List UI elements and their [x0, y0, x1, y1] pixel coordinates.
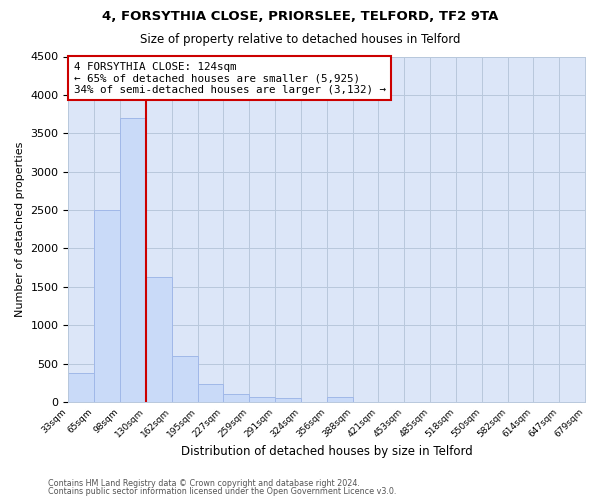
Bar [94, 210, 120, 402]
Bar [275, 398, 301, 402]
Text: Size of property relative to detached houses in Telford: Size of property relative to detached ho… [140, 32, 460, 46]
Bar [249, 397, 275, 402]
Text: Contains public sector information licensed under the Open Government Licence v3: Contains public sector information licen… [48, 487, 397, 496]
Bar [120, 118, 146, 402]
Bar [223, 394, 249, 402]
Text: 4 FORSYTHIA CLOSE: 124sqm
← 65% of detached houses are smaller (5,925)
34% of se: 4 FORSYTHIA CLOSE: 124sqm ← 65% of detac… [74, 62, 386, 95]
Bar [327, 397, 353, 402]
Bar [172, 356, 197, 402]
Bar [68, 373, 94, 402]
Y-axis label: Number of detached properties: Number of detached properties [15, 142, 25, 317]
Text: Contains HM Land Registry data © Crown copyright and database right 2024.: Contains HM Land Registry data © Crown c… [48, 478, 360, 488]
Text: 4, FORSYTHIA CLOSE, PRIORSLEE, TELFORD, TF2 9TA: 4, FORSYTHIA CLOSE, PRIORSLEE, TELFORD, … [102, 10, 498, 23]
X-axis label: Distribution of detached houses by size in Telford: Distribution of detached houses by size … [181, 444, 473, 458]
Bar [146, 277, 172, 402]
Bar [197, 384, 223, 402]
